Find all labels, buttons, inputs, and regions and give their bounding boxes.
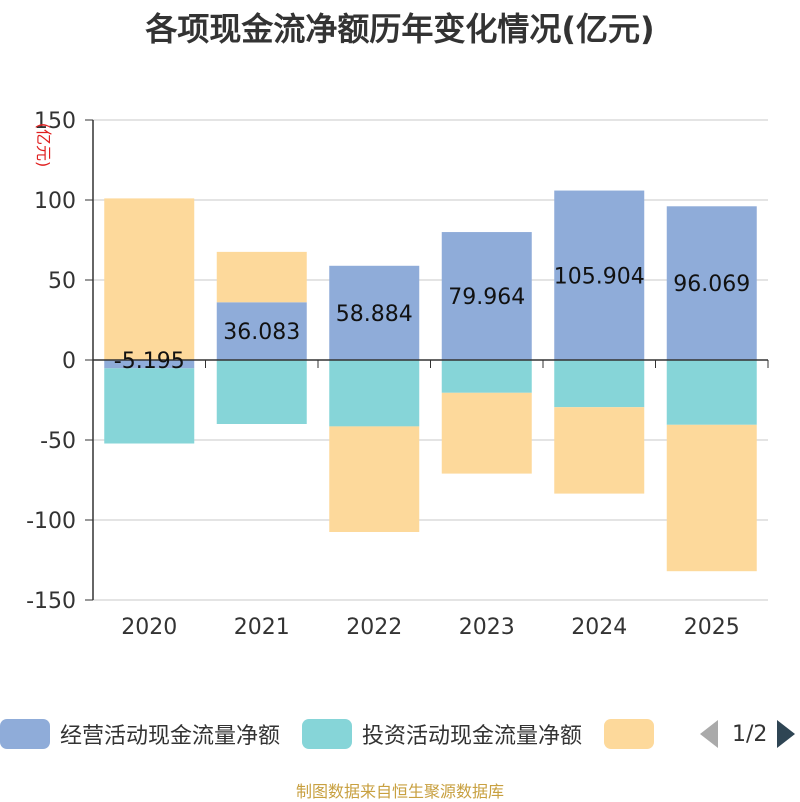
data-label-2023: 79.964 (448, 285, 525, 310)
bar-2022-series-0 (329, 265, 420, 360)
data-label-2022: 58.884 (336, 302, 413, 327)
bar-2023-series-0 (441, 232, 532, 360)
legend-page-indicator: 1/2 (732, 721, 768, 747)
data-source-note: 制图数据来自恒生聚源数据库 (295, 782, 504, 801)
data-label-2020: -5.195 (114, 349, 185, 374)
legend-next-arrow-icon[interactable] (777, 720, 796, 748)
bar-2021-series-0 (216, 302, 307, 360)
y-tick-label: -100 (26, 509, 76, 534)
x-tick-label: 2020 (121, 615, 177, 640)
y-tick-label: 150 (34, 109, 76, 134)
bar-2025-series-1 (666, 360, 757, 425)
legend-swatch-investing (302, 719, 353, 749)
chart-plot: 150 100 50 0 -50 -100 -150 (亿元) 2020 2021 2022 2023… (26, 109, 769, 640)
bar-2024-series-2 (554, 407, 645, 494)
x-tick-label: 2024 (571, 615, 627, 640)
legend-swatch-operating (0, 719, 50, 749)
chart-legend: 经营活动现金流量净额 投资活动现金流量净额 (0, 716, 686, 752)
data-label-2021: 36.083 (223, 320, 300, 345)
x-tick-label: 2023 (459, 615, 515, 640)
y-tick-label: 100 (34, 189, 76, 214)
y-tick-label: 0 (62, 349, 76, 374)
bar-2020-series-0 (104, 360, 195, 369)
bar-2020-series-1 (104, 368, 195, 444)
legend-item-financing[interactable] (604, 719, 664, 749)
bar-2025-series-0 (666, 206, 757, 360)
legend-pager: 1/2 (700, 716, 796, 752)
legend-swatch-financing (604, 719, 655, 749)
bar-2025-series-2 (666, 424, 757, 572)
legend-prev-arrow-icon[interactable] (700, 720, 718, 748)
y-tick-label: -50 (40, 429, 76, 454)
y-axis-unit-label: (亿元) (34, 123, 53, 168)
bar-2023-series-2 (441, 392, 532, 474)
bar-2020-series-2 (104, 198, 195, 360)
bar-2021-series-1 (216, 360, 307, 424)
y-tick-label: 50 (48, 269, 76, 294)
chart-title: 各项现金流净额历年变化情况(亿元) (145, 10, 655, 48)
data-label-2025: 96.069 (673, 272, 750, 297)
bar-2023-series-1 (441, 360, 532, 393)
legend-item-operating[interactable]: 经营活动现金流量净额 (0, 718, 280, 750)
legend-item-investing[interactable]: 投资活动现金流量净额 (302, 718, 582, 750)
y-tick-label: -150 (26, 589, 76, 614)
data-label-2024: 105.904 (554, 264, 645, 289)
bar-2022-series-2 (329, 426, 420, 532)
x-tick-label: 2022 (346, 615, 402, 640)
x-tick-label: 2021 (234, 615, 290, 640)
legend-label-operating: 经营活动现金流量净额 (60, 724, 281, 749)
legend-label-investing: 投资活动现金流量净额 (362, 724, 583, 749)
bar-2021-series-2 (216, 251, 307, 303)
x-tick-label: 2025 (684, 615, 740, 640)
bar-2022-series-1 (329, 360, 420, 427)
bar-2024-series-0 (554, 190, 645, 360)
bar-2024-series-1 (554, 360, 645, 408)
